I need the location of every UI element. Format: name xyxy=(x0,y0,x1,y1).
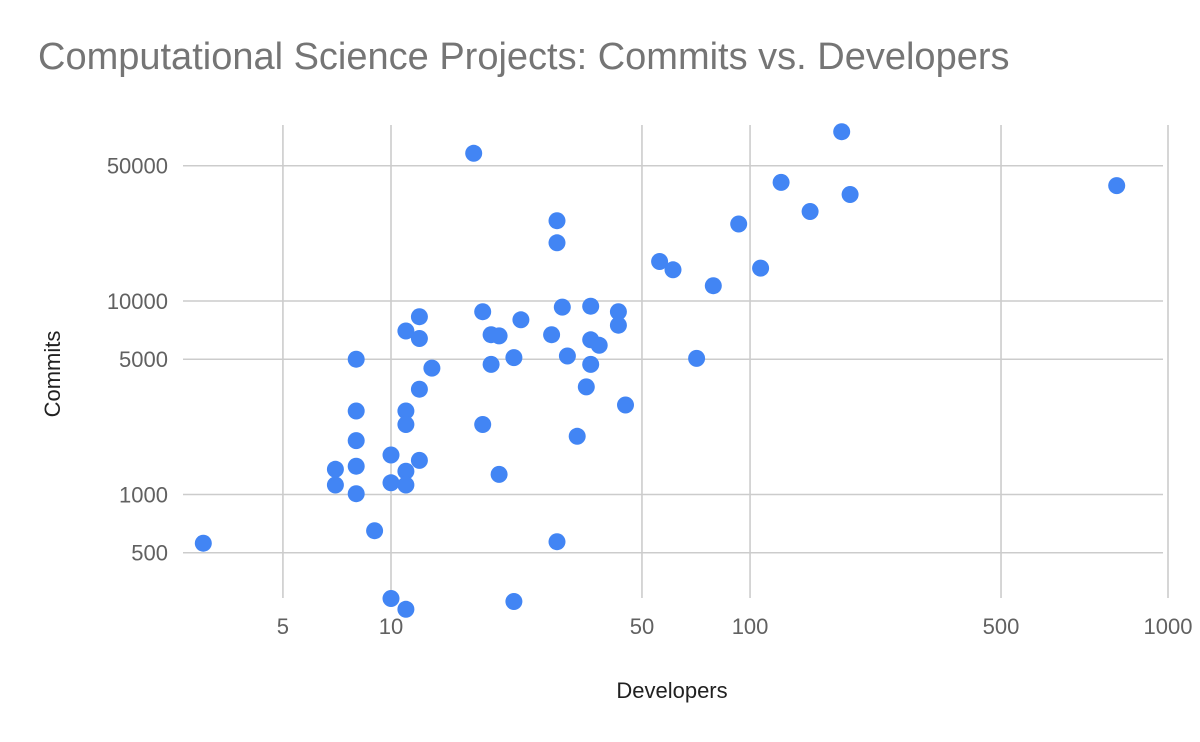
data-point xyxy=(512,311,530,329)
data-point xyxy=(410,330,428,347)
data-point xyxy=(397,476,415,494)
data-point xyxy=(474,416,492,433)
data-point xyxy=(347,485,365,503)
data-point xyxy=(553,298,571,316)
data-point xyxy=(194,534,212,552)
data-point xyxy=(543,326,561,344)
data-point xyxy=(490,465,508,483)
data-point xyxy=(382,590,400,607)
data-point xyxy=(548,533,566,551)
data-point xyxy=(490,327,508,345)
data-point xyxy=(582,297,600,315)
data-point xyxy=(465,144,483,162)
chart-title: Computational Science Projects: Commits … xyxy=(38,36,1010,78)
y-tick-label: 500 xyxy=(131,541,168,566)
data-point xyxy=(347,457,365,475)
data-point xyxy=(326,476,344,494)
data-point xyxy=(423,359,441,377)
y-tick-label: 5000 xyxy=(119,347,168,372)
data-point xyxy=(366,522,384,540)
data-point xyxy=(397,462,415,480)
y-tick-label: 50000 xyxy=(107,154,168,179)
data-point xyxy=(833,123,851,141)
data-point xyxy=(752,259,770,277)
data-point xyxy=(382,474,400,492)
x-axis-label: Developers xyxy=(616,678,727,703)
data-point xyxy=(410,451,428,469)
data-point xyxy=(704,277,722,295)
y-axis-label: Commits xyxy=(40,331,65,418)
data-points xyxy=(194,123,1126,618)
data-point xyxy=(590,336,608,354)
data-point xyxy=(505,593,523,610)
data-point xyxy=(617,396,634,414)
y-tick-labels: 500 1000 5000 10000 50000 xyxy=(107,154,168,566)
data-point xyxy=(582,355,600,373)
data-point xyxy=(772,173,790,191)
data-point xyxy=(568,427,586,445)
x-tick-label: 50 xyxy=(630,614,654,639)
y-gridlines xyxy=(183,164,1163,554)
data-point xyxy=(482,355,500,373)
data-point xyxy=(841,186,859,203)
data-point xyxy=(410,308,428,326)
data-point xyxy=(558,347,576,365)
data-point xyxy=(651,253,669,270)
data-point xyxy=(397,322,415,340)
data-point xyxy=(347,402,365,420)
data-point xyxy=(347,350,365,368)
x-gridlines xyxy=(282,125,1169,598)
y-tick-label: 1000 xyxy=(119,483,168,508)
data-point xyxy=(326,460,344,478)
data-point xyxy=(1108,177,1126,195)
x-tick-label: 10 xyxy=(379,614,403,639)
data-point xyxy=(410,380,428,398)
data-point xyxy=(730,215,748,233)
data-point xyxy=(347,432,365,450)
data-point xyxy=(397,600,415,618)
data-point xyxy=(382,446,400,464)
data-point xyxy=(474,303,492,321)
x-tick-label: 1000 xyxy=(1144,614,1193,639)
x-tick-label: 100 xyxy=(732,614,769,639)
x-tick-label: 5 xyxy=(277,614,289,639)
data-point xyxy=(801,203,819,220)
data-point xyxy=(688,349,706,367)
x-tick-labels: 5 10 50 100 500 1000 xyxy=(277,614,1193,639)
data-point xyxy=(505,349,523,367)
data-point xyxy=(548,234,566,252)
data-point xyxy=(664,261,682,279)
data-point xyxy=(609,316,627,334)
data-point xyxy=(397,402,415,420)
data-point xyxy=(397,416,415,433)
data-point xyxy=(609,303,627,321)
data-point xyxy=(548,212,566,230)
x-tick-label: 500 xyxy=(983,614,1020,639)
y-tick-label: 10000 xyxy=(107,289,168,314)
data-point xyxy=(577,378,595,396)
